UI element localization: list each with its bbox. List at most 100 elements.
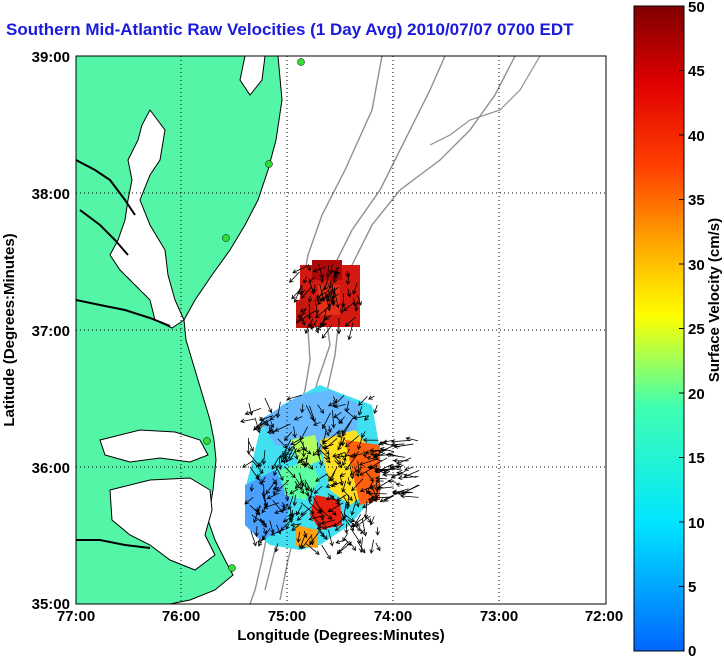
velocity-vector — [293, 285, 302, 304]
velocity-vector — [405, 436, 419, 442]
velocity-vector — [316, 323, 327, 330]
velocity-vector — [309, 536, 315, 546]
velocity-vector — [250, 530, 257, 547]
radar-site-marker — [203, 437, 211, 445]
velocity-vector — [272, 485, 280, 491]
colorbar-tick-label: 25 — [688, 321, 705, 338]
velocity-vector — [378, 443, 398, 453]
velocity-vector — [312, 266, 326, 273]
velocity-vector — [379, 441, 400, 448]
velocity-vector — [335, 454, 351, 460]
velocity-vector — [312, 284, 317, 294]
velocity-vector — [303, 456, 309, 468]
velocity-vector — [320, 450, 331, 460]
velocity-vector — [336, 432, 342, 438]
velocity-vector — [299, 472, 305, 488]
velocity-vector — [251, 460, 264, 474]
velocity-vector — [316, 449, 324, 467]
velocity-vector — [320, 276, 325, 284]
velocity-vector — [249, 504, 261, 516]
velocity-vector — [344, 316, 356, 327]
velocity-vector — [357, 294, 362, 306]
velocity-vector — [308, 491, 313, 504]
velocity-vector — [333, 271, 341, 284]
velocity-vector — [340, 436, 346, 447]
velocity-vector — [321, 429, 327, 445]
velocity-vector — [320, 519, 335, 525]
velocity-vector — [258, 458, 264, 468]
velocity-vector — [361, 431, 366, 438]
velocity-vector — [299, 284, 305, 296]
velocity-vector — [396, 464, 404, 469]
velocity-vector — [354, 466, 360, 478]
velocity-vector — [306, 264, 312, 272]
velocity-vector — [354, 300, 359, 312]
velocity-vector — [349, 541, 357, 552]
colorbar-tick-label: 35 — [688, 192, 705, 209]
velocity-vector — [347, 322, 354, 341]
velocity-vector — [341, 459, 347, 467]
velocity-vector — [246, 437, 251, 455]
velocity-vector — [292, 494, 297, 507]
velocity-vector — [357, 542, 366, 554]
velocity-vector — [342, 532, 349, 542]
velocity-vector — [396, 471, 417, 478]
velocity-vector — [353, 492, 360, 508]
velocity-vector — [375, 527, 380, 536]
velocity-vector — [382, 472, 402, 478]
velocity-vector — [289, 488, 299, 495]
velocity-vector — [382, 439, 395, 444]
velocity-vector — [294, 481, 305, 495]
velocity-vector — [345, 455, 357, 471]
colorbar-tick-label: 0 — [688, 643, 696, 659]
velocity-vector — [322, 423, 330, 437]
colorbar-tick-label: 20 — [688, 386, 705, 403]
velocity-vector — [349, 464, 355, 480]
velocity-vector — [274, 509, 283, 515]
velocity-vector — [290, 522, 302, 528]
velocity-vector — [300, 502, 315, 515]
velocity-vector — [287, 440, 302, 451]
y-tick-label: 39:00 — [32, 49, 70, 66]
radar-site-marker — [265, 160, 273, 168]
velocity-vector — [296, 512, 307, 521]
velocity-vector — [357, 406, 363, 416]
velocity-vector — [313, 485, 323, 495]
x-tick-label: 72:00 — [585, 608, 623, 625]
colorbar-tick-label: 15 — [688, 450, 705, 467]
velocity-vector — [352, 514, 362, 528]
velocity-vector — [323, 277, 329, 291]
velocity-vector — [323, 456, 331, 464]
velocity-vector — [299, 308, 307, 313]
velocity-vector — [364, 415, 370, 421]
velocity-vector — [300, 446, 312, 455]
velocity-vector — [274, 543, 279, 553]
velocity-vector — [309, 502, 322, 514]
velocity-vector — [244, 408, 262, 416]
velocity-vector — [403, 470, 420, 478]
velocity-vector — [277, 438, 288, 449]
velocity-vector — [261, 476, 266, 484]
velocity-vector — [290, 509, 295, 519]
velocity-vector — [330, 470, 336, 482]
velocity-vector — [339, 472, 346, 477]
velocity-vector — [294, 447, 299, 460]
velocity-vector — [359, 536, 364, 554]
colorbar-title: Surface Velocity (cm/s) — [706, 218, 723, 382]
velocity-vector — [375, 465, 389, 473]
velocity-vector — [334, 523, 344, 532]
velocity-vector — [337, 541, 352, 554]
velocity-vector — [255, 472, 263, 479]
velocity-vector — [333, 290, 340, 309]
velocity-vector — [307, 295, 313, 303]
velocity-vector — [273, 464, 279, 477]
james-river — [76, 299, 171, 327]
velocity-vector — [349, 453, 363, 458]
velocity-vector — [327, 502, 344, 513]
velocity-vector — [261, 483, 267, 498]
velocity-vector — [322, 524, 337, 530]
velocity-vectors-north — [289, 263, 362, 341]
velocity-vector — [338, 416, 345, 425]
velocity-vector — [343, 490, 353, 501]
x-tick-label: 76:00 — [162, 608, 200, 625]
